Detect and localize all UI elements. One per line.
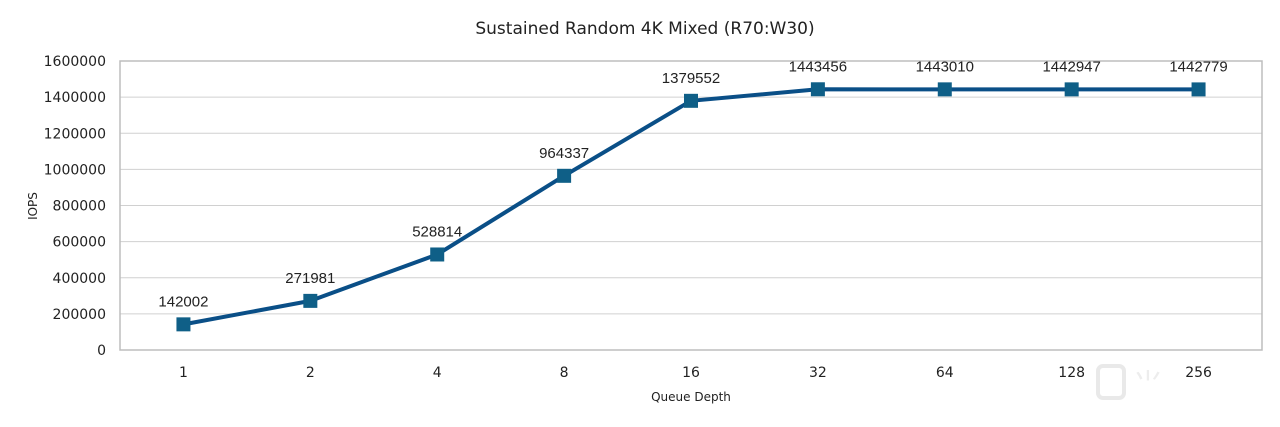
data-label: 271981 [285, 270, 335, 287]
data-label: 528814 [412, 223, 462, 240]
y-tick-label: 1200000 [44, 126, 106, 142]
x-tick-label: 16 [682, 365, 700, 381]
y-tick-label: 1600000 [44, 54, 106, 70]
data-point-marker [1064, 82, 1079, 97]
x-tick-label: 32 [809, 365, 827, 381]
x-tick-label: 128 [1058, 365, 1085, 381]
chart-title: Sustained Random 4K Mixed (R70:W30) [475, 19, 814, 39]
y-tick-label: 1000000 [44, 162, 106, 178]
y-tick-label: 200000 [53, 307, 106, 323]
data-label: 142002 [158, 293, 208, 310]
y-axis-label: IOPS [26, 192, 40, 220]
x-tick-label: 4 [433, 365, 442, 381]
x-axis-label: Queue Depth [651, 390, 731, 404]
data-label: 1442947 [1042, 58, 1100, 75]
y-tick-label: 400000 [53, 271, 106, 287]
y-tick-label: 1400000 [44, 90, 106, 106]
data-label: 1442779 [1169, 58, 1227, 75]
x-tick-label: 1 [179, 365, 188, 381]
series-line [183, 87, 1199, 327]
data-point-marker [303, 293, 318, 308]
plot-border [119, 60, 1263, 351]
data-point-marker [557, 168, 572, 183]
data-label: 964337 [539, 145, 589, 162]
data-label: 1379552 [662, 70, 720, 87]
data-label: 1443456 [789, 58, 847, 75]
x-tick-label: 256 [1185, 365, 1212, 381]
data-point-marker [430, 247, 445, 262]
data-point-marker [810, 82, 825, 97]
y-tick-label: 600000 [53, 235, 106, 251]
data-label: 1443010 [916, 58, 974, 75]
data-point-marker [176, 317, 191, 332]
svg-text:⺌: ⺌ [1133, 368, 1163, 403]
data-point-marker [684, 93, 698, 108]
data-point-marker [1191, 82, 1206, 97]
y-tick-label: 0 [97, 343, 106, 359]
x-tick-label: 2 [306, 365, 315, 381]
data-point-marker [937, 82, 952, 97]
y-tick-label: 800000 [53, 199, 106, 215]
watermark-logo: ⺌ [1096, 364, 1163, 403]
x-tick-label: 64 [936, 365, 954, 381]
x-tick-label: 8 [560, 365, 569, 381]
